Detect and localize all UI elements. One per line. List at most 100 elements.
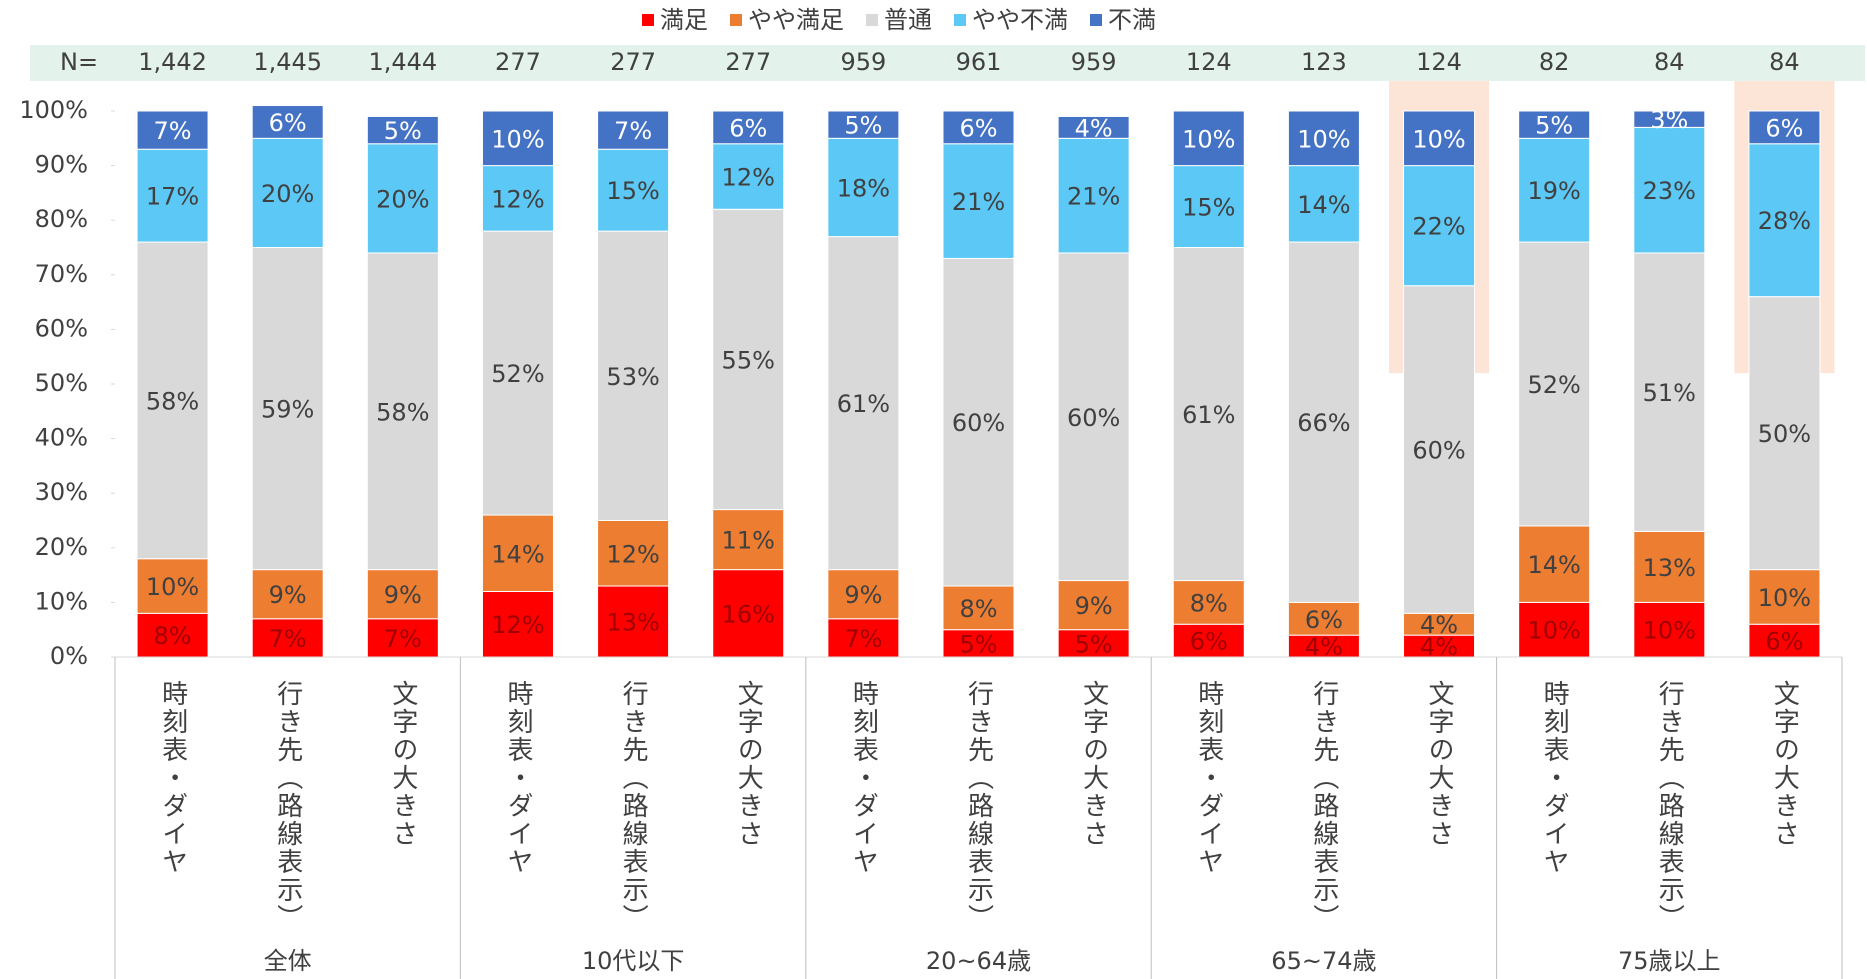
bar-segment <box>1748 296 1821 571</box>
legend-swatch <box>866 14 878 26</box>
data-label: 55% <box>722 346 775 374</box>
bar-segment <box>366 618 439 658</box>
legend-swatch <box>730 14 742 26</box>
y-tick-label: 80% <box>35 205 88 233</box>
data-label: 50% <box>1758 420 1811 448</box>
data-label: 10% <box>146 573 199 601</box>
n-value: 277 <box>495 48 541 76</box>
data-label: 15% <box>1182 194 1235 222</box>
x-tick-label: 時刻表・ダイヤ <box>158 680 188 876</box>
data-label: 8% <box>154 622 192 650</box>
data-label: 52% <box>1527 371 1580 399</box>
data-label: 51% <box>1643 379 1696 407</box>
bar-segment <box>251 247 324 571</box>
bar-segment <box>712 509 785 571</box>
legend-label: やや不満 <box>972 6 1068 34</box>
data-label: 20% <box>376 185 429 213</box>
bar-segment <box>827 236 900 571</box>
data-label: 10% <box>1297 125 1350 153</box>
data-label: 5% <box>1075 630 1113 658</box>
data-label: 11% <box>722 527 775 555</box>
legend-swatch <box>954 14 966 26</box>
bar-segment <box>1057 580 1130 631</box>
data-label: 9% <box>1075 592 1113 620</box>
data-label: 6% <box>1305 606 1343 634</box>
legend-item: やや不満 <box>954 6 1068 34</box>
y-tick-label: 70% <box>35 260 88 288</box>
bar-segment <box>942 143 1015 259</box>
data-label: 19% <box>1527 177 1580 205</box>
data-label: 10% <box>1643 617 1696 645</box>
n-value: 84 <box>1769 48 1800 76</box>
bar-segment <box>1748 569 1821 625</box>
bar-segment <box>136 110 209 150</box>
data-label: 9% <box>269 581 307 609</box>
n-value: 82 <box>1539 48 1570 76</box>
x-tick-label: 文字の大きさ <box>733 680 763 848</box>
data-label: 13% <box>606 609 659 637</box>
x-tick-label: 行き先（路線表示） <box>964 680 994 932</box>
bar-segment <box>1518 241 1591 527</box>
data-label: 10% <box>1182 125 1235 153</box>
bar-segment <box>1518 110 1591 139</box>
legend-label: 普通 <box>884 6 932 34</box>
n-value: 959 <box>840 48 886 76</box>
bar-segment <box>1287 601 1360 636</box>
bar-segment <box>827 137 900 238</box>
bar-segment <box>1633 110 1706 128</box>
x-tick-label: 時刻表・ダイヤ <box>1539 680 1569 876</box>
bar-segment <box>1172 165 1245 249</box>
n-value: 961 <box>956 48 1002 76</box>
group-label: 20~64歳 <box>926 947 1031 975</box>
bar-segment <box>251 569 324 620</box>
bar-segment <box>136 612 209 658</box>
bar-segment <box>366 143 439 254</box>
data-label: 12% <box>722 164 775 192</box>
data-label: 10% <box>1527 617 1580 645</box>
bar-segment <box>1287 241 1360 603</box>
data-label: 58% <box>376 398 429 426</box>
x-tick-label: 行き先（路線表示） <box>1309 680 1339 932</box>
data-label: 9% <box>844 581 882 609</box>
n-value: 277 <box>725 48 771 76</box>
y-tick-label: 50% <box>35 369 88 397</box>
legend-swatch <box>642 14 654 26</box>
x-tick-label: 時刻表・ダイヤ <box>1194 680 1224 876</box>
data-label: 21% <box>1067 183 1120 211</box>
data-label: 15% <box>606 177 659 205</box>
x-tick-label: 行き先（路線表示） <box>618 680 648 932</box>
data-label: 4% <box>1305 633 1343 661</box>
bar-segment <box>366 252 439 571</box>
legend-item: 不満 <box>1090 6 1156 34</box>
data-label: 14% <box>1297 191 1350 219</box>
n-value: 959 <box>1071 48 1117 76</box>
data-label: 28% <box>1758 207 1811 235</box>
data-label: 23% <box>1643 177 1696 205</box>
legend-swatch <box>1090 14 1102 26</box>
bar-segment <box>1403 165 1476 287</box>
bar-segment <box>136 558 209 614</box>
n-value: 277 <box>610 48 656 76</box>
data-label: 16% <box>722 600 775 628</box>
data-label: 60% <box>1067 404 1120 432</box>
y-tick-label: 60% <box>35 314 88 342</box>
x-tick-label: 行き先（路線表示） <box>1654 680 1684 932</box>
data-label: 5% <box>959 630 997 658</box>
data-label: 9% <box>384 581 422 609</box>
bar-segment <box>1403 110 1476 167</box>
data-label: 6% <box>959 114 997 142</box>
legend-item: やや満足 <box>730 6 844 34</box>
data-label: 5% <box>384 117 422 145</box>
legend-label: 不満 <box>1108 6 1156 34</box>
bar-segment <box>1172 580 1245 625</box>
data-label: 4% <box>1075 114 1113 142</box>
data-label: 12% <box>491 611 544 639</box>
bar-segment <box>942 257 1015 587</box>
data-label: 22% <box>1412 213 1465 241</box>
bar-segment <box>1403 285 1476 614</box>
bar-segment <box>1748 143 1821 298</box>
data-label: 10% <box>491 125 544 153</box>
bar-segment <box>597 520 670 587</box>
bar-segment <box>1287 110 1360 167</box>
